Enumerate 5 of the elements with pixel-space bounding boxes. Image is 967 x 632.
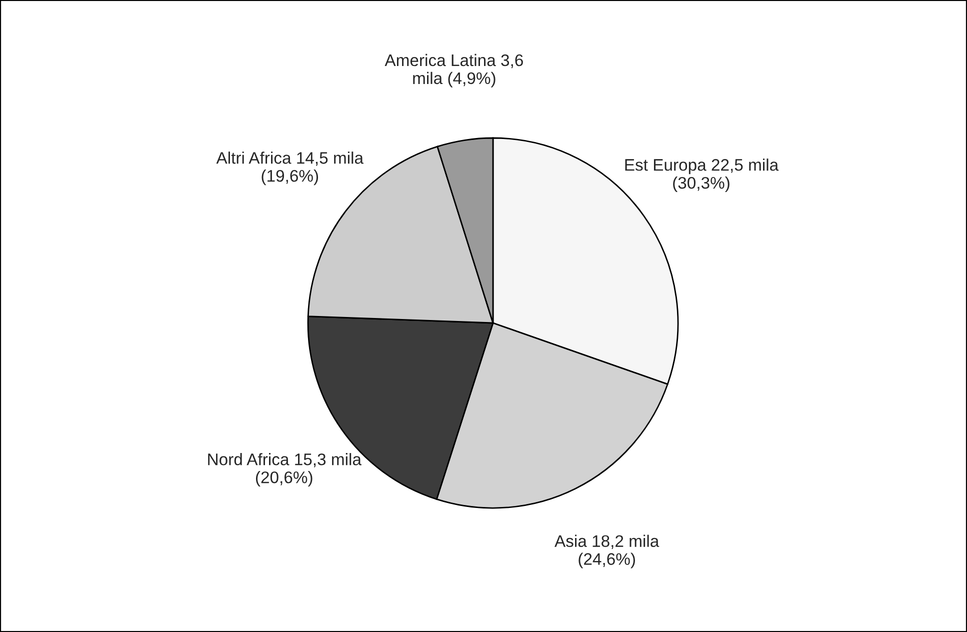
slice-label: Altri Africa 14,5 mila (19,6%) [216,152,364,186]
slice-label: America Latina 3,6 mila (4,9%) [384,54,523,88]
slice-label: Est Europa 22,5 mila (30,3%) [625,158,779,192]
slice-label: Nord Africa 15,3 mila (20,6%) [208,453,362,487]
slice-label: Asia 18,2 mila (24,6%) [554,534,660,568]
